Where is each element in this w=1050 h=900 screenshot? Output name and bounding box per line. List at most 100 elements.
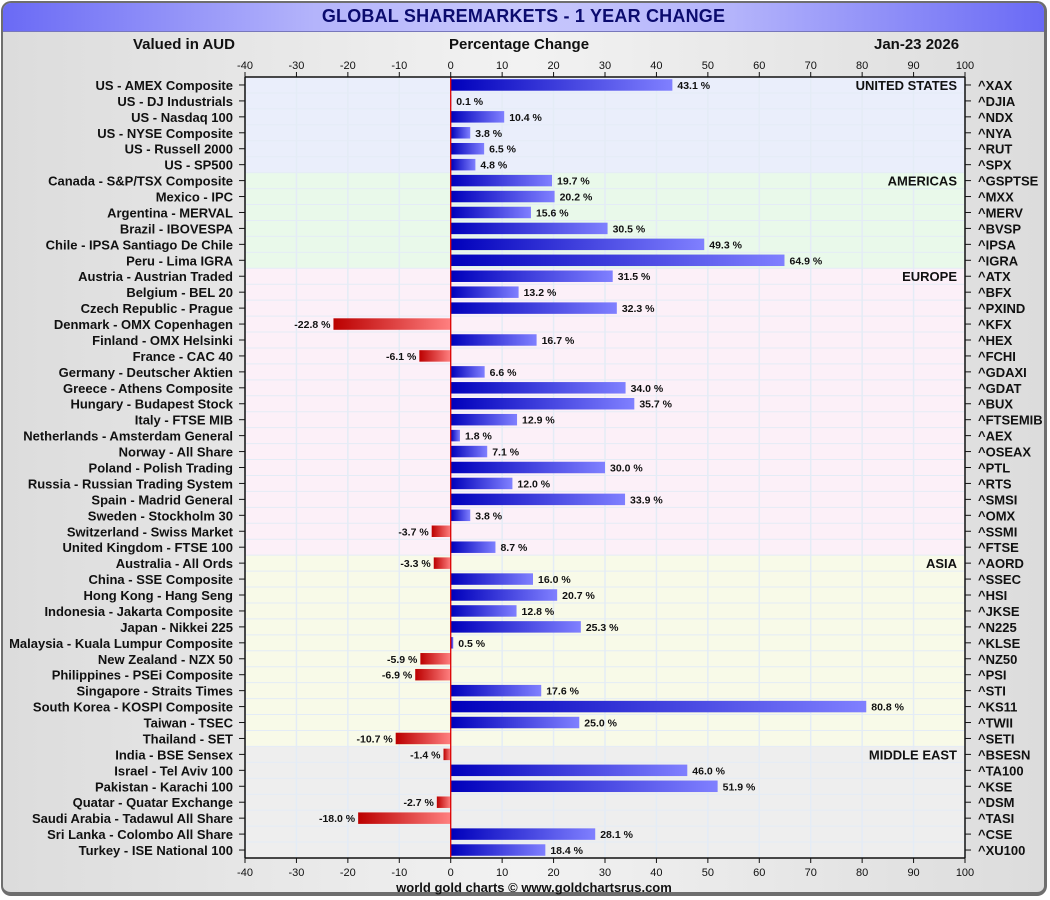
category-label: Greece - Athens Composite: [63, 381, 233, 396]
data-label: 31.5 %: [618, 271, 651, 283]
data-label: -3.7 %: [398, 526, 429, 538]
x-tick-label-top: 100: [956, 60, 974, 72]
category-label: US - AMEX Composite: [96, 78, 233, 93]
x-tick-label-top: 60: [753, 60, 765, 72]
bar: [419, 350, 451, 362]
ticker-label: ^XAX: [978, 78, 1013, 93]
data-label: 16.7 %: [542, 335, 575, 347]
category-label: Mexico - IPC: [156, 190, 234, 205]
ticker-label: ^BSESN: [978, 747, 1030, 762]
category-label: Poland - Polish Trading: [89, 461, 234, 476]
category-label: US - Russell 2000: [125, 142, 233, 157]
data-label: 4.8 %: [480, 160, 508, 172]
ticker-label: ^DSM: [978, 795, 1014, 810]
region-label: MIDDLE EAST: [869, 747, 957, 762]
x-tick-label-bottom: -20: [340, 867, 356, 879]
data-label: -22.8 %: [294, 319, 331, 331]
ticker-label: ^IGRA: [978, 253, 1019, 268]
ticker-label: ^SETI: [978, 731, 1015, 746]
x-tick-label-top: -30: [288, 60, 304, 72]
category-label: South Korea - KOSPI Composite: [33, 700, 233, 715]
x-tick-label-top: 70: [805, 60, 817, 72]
ticker-label: ^AORD: [978, 556, 1024, 571]
category-label: Czech Republic - Prague: [81, 301, 233, 316]
data-label: 3.8 %: [475, 510, 503, 522]
ticker-label: ^MERV: [978, 205, 1023, 220]
ticker-label: ^PXIND: [978, 301, 1025, 316]
ticker-label: ^SPX: [978, 158, 1012, 173]
data-label: 0.5 %: [458, 638, 486, 650]
data-label: 25.0 %: [584, 718, 617, 730]
x-tick-label-bottom: 30: [599, 867, 611, 879]
data-label: 7.1 %: [492, 447, 520, 459]
data-label: 80.8 %: [871, 702, 904, 714]
category-label: New Zealand - NZX 50: [98, 652, 233, 667]
category-label: Japan - Nikkei 225: [120, 620, 233, 635]
category-label: Thailand - SET: [143, 731, 233, 746]
bar: [450, 190, 555, 203]
category-label: US - NYSE Composite: [97, 126, 233, 141]
axis-title: Percentage Change: [449, 36, 590, 53]
ticker-label: ^BFX: [978, 285, 1012, 300]
footer-credit: world gold charts © www.goldchartsrus.co…: [396, 880, 672, 895]
bar: [450, 493, 626, 506]
x-tick-label-bottom: 20: [547, 867, 559, 879]
region-label: ASIA: [926, 556, 958, 571]
data-label: 32.3 %: [622, 303, 655, 315]
ticker-label: ^ATX: [978, 269, 1011, 284]
category-label: Austria - Austrian Traded: [78, 269, 233, 284]
data-label: 20.2 %: [560, 192, 593, 204]
bar: [450, 700, 867, 713]
bar: [450, 142, 485, 155]
bar: [450, 174, 553, 187]
category-label: France - CAC 40: [133, 349, 233, 364]
bar: [450, 158, 476, 171]
category-label: US - DJ Industrials: [117, 94, 233, 109]
category-label: United Kingdom - FTSE 100: [63, 540, 233, 555]
ticker-label: ^MXX: [978, 190, 1014, 205]
bar: [450, 206, 531, 219]
x-tick-label-top: -40: [237, 60, 253, 72]
bar: [450, 366, 485, 378]
bar: [450, 429, 460, 442]
region-label: UNITED STATES: [856, 78, 958, 93]
data-label: -1.4 %: [410, 749, 441, 761]
data-label: 13.2 %: [524, 287, 557, 299]
data-label: 12.0 %: [517, 478, 550, 490]
category-label: Australia - All Ords: [116, 556, 233, 571]
data-label: 12.8 %: [522, 606, 555, 618]
bar: [450, 286, 519, 298]
data-label: 0.1 %: [456, 96, 484, 108]
data-label: 1.8 %: [465, 431, 493, 443]
category-label: Malaysia - Kuala Lumpur Composite: [9, 636, 233, 651]
bar: [450, 637, 454, 649]
x-tick-label-top: 40: [650, 60, 662, 72]
category-label: Philippines - PSEi Composite: [52, 668, 233, 683]
x-tick-label-top: 20: [547, 60, 559, 72]
category-label: Italy - FTSE MIB: [135, 413, 233, 428]
bar: [450, 764, 688, 777]
bar: [450, 222, 608, 235]
chart-title: GLOBAL SHAREMARKETS - 1 YEAR CHANGE: [321, 6, 726, 26]
category-label: Pakistan - Karachi 100: [95, 779, 233, 794]
category-label: Taiwan - TSEC: [144, 716, 234, 731]
ticker-label: ^KSE: [978, 779, 1013, 794]
ticker-label: ^SSMI: [978, 524, 1017, 539]
ticker-label: ^BUX: [978, 397, 1013, 412]
data-label: 17.6 %: [546, 686, 579, 698]
category-label: Spain - Madrid General: [91, 492, 233, 507]
category-label: Norway - All Share: [119, 445, 233, 460]
x-tick-label-top: 0: [448, 60, 454, 72]
category-label: Saudi Arabia - Tadawul All Share: [32, 811, 233, 826]
category-label: Chile - IPSA Santiago De Chile: [46, 237, 233, 252]
data-label: -5.9 %: [387, 654, 418, 666]
bar: [450, 605, 517, 617]
ticker-label: ^FTSEMIB: [978, 413, 1043, 428]
ticker-label: ^FCHI: [978, 349, 1016, 364]
category-label: Russia - Russian Trading System: [28, 476, 233, 491]
x-tick-label-top: -20: [340, 60, 356, 72]
data-label: 6.6 %: [490, 367, 518, 379]
data-label: -3.3 %: [400, 558, 431, 570]
category-label: Switzerland - Swiss Market: [67, 524, 234, 539]
bar: [450, 684, 542, 697]
